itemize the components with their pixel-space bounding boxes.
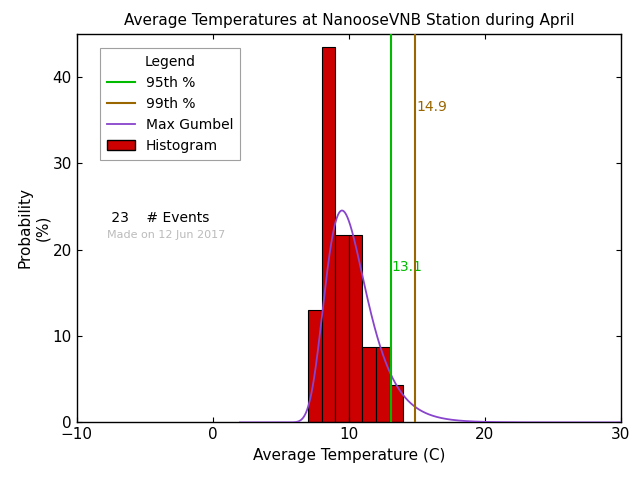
- Bar: [322, 47, 335, 422]
- Y-axis label: Probability
(%): Probability (%): [17, 188, 50, 268]
- X-axis label: Average Temperature (C): Average Temperature (C): [253, 448, 445, 463]
- Text: 23    # Events: 23 # Events: [107, 211, 209, 225]
- Bar: [362, 347, 376, 422]
- Bar: [349, 235, 362, 422]
- Bar: [308, 310, 322, 422]
- Bar: [390, 385, 403, 422]
- Text: Made on 12 Jun 2017: Made on 12 Jun 2017: [107, 230, 225, 240]
- Legend: 95th %, 99th %, Max Gumbel, Histogram: 95th %, 99th %, Max Gumbel, Histogram: [100, 48, 241, 160]
- Bar: [335, 235, 349, 422]
- Title: Average Temperatures at NanooseVNB Station during April: Average Temperatures at NanooseVNB Stati…: [124, 13, 574, 28]
- Text: 14.9: 14.9: [416, 100, 447, 114]
- Text: 13.1: 13.1: [392, 260, 422, 274]
- Bar: [376, 347, 390, 422]
